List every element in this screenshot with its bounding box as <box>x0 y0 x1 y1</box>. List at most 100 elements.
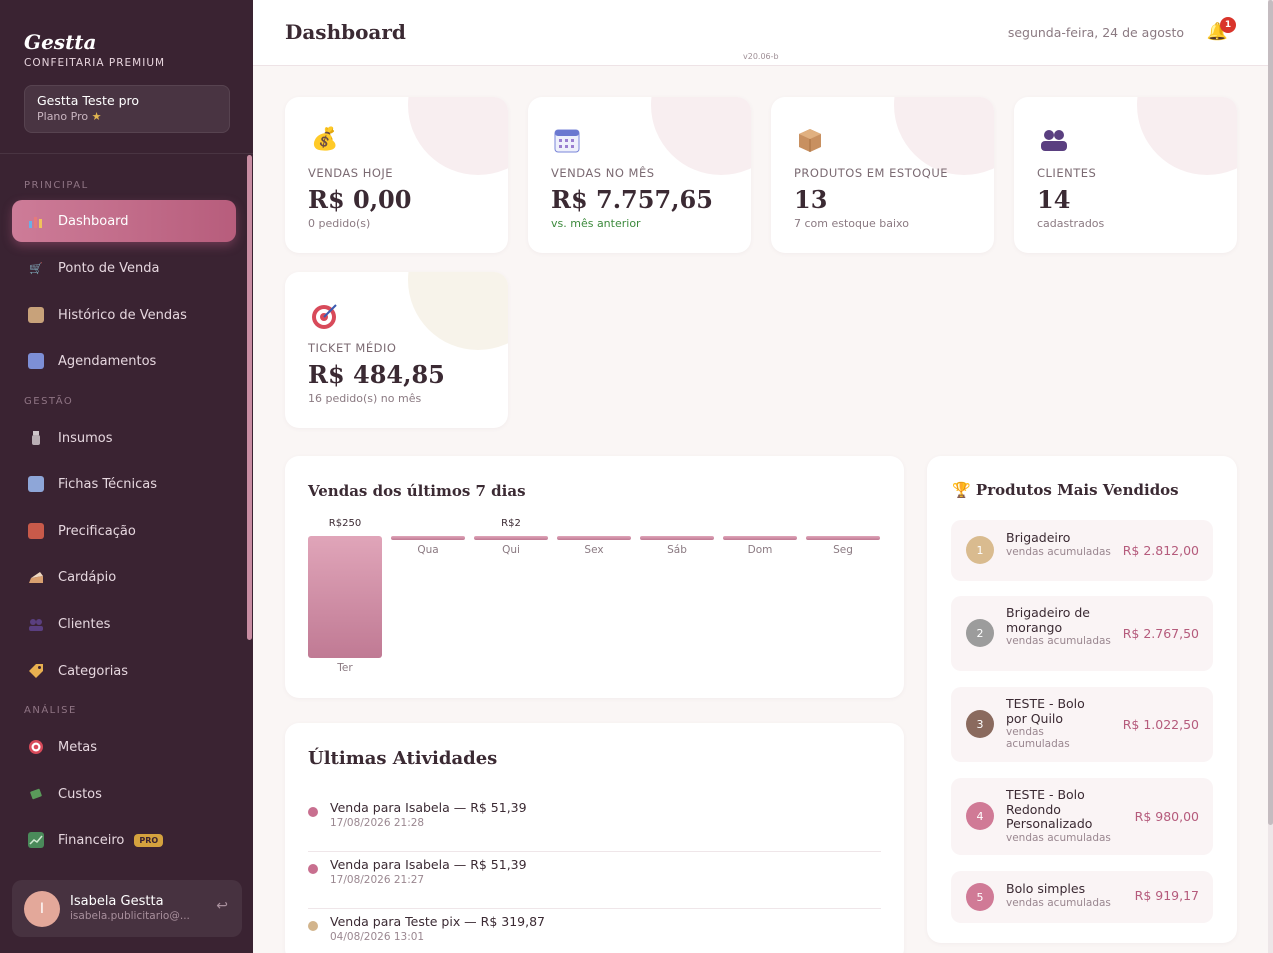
activity-dot <box>308 807 318 817</box>
stat-sub: cadastrados <box>1037 217 1105 230</box>
cake-icon <box>28 569 44 585</box>
chart-bar[interactable] <box>723 536 797 540</box>
top-product-item[interactable]: 4 TESTE - Bolo Redondo Personalizado vend… <box>951 778 1213 855</box>
logout-icon[interactable]: ↩ <box>216 898 228 914</box>
top-product-item[interactable]: 1 Brigadeiro vendas acumuladas R$ 2.812,0… <box>951 520 1213 581</box>
chart-title: Vendas dos últimos 7 dias <box>308 482 526 500</box>
chart-category-label: Seg <box>833 544 853 556</box>
activity-text: Venda para Isabela — R$ 51,39 <box>330 857 527 872</box>
sidebar-item-metas[interactable]: Metas <box>12 726 236 768</box>
chart-bar[interactable] <box>806 536 880 540</box>
activity-item[interactable]: Venda para Teste pix — R$ 319,87 04/08/2… <box>308 909 881 953</box>
chart-value-label: R$250 <box>328 518 362 529</box>
account-plan: Plano Pro ★ <box>37 110 102 123</box>
user-email: isabela.publicitario@... <box>70 910 190 922</box>
section-label-gestao: GESTÃO <box>24 396 74 407</box>
rank-badge: 5 <box>966 883 994 911</box>
sidebar-item-label: Histórico de Vendas <box>58 307 187 323</box>
rank-badge: 1 <box>966 536 994 564</box>
activity-item[interactable]: Venda para Isabela — R$ 51,39 17/08/2026… <box>308 852 881 909</box>
rank-badge: 2 <box>966 619 994 647</box>
chart-bar[interactable] <box>557 536 631 540</box>
sidebar-item-fichas-tecnicas[interactable]: Fichas Técnicas <box>12 463 236 505</box>
header: Dashboard v20.06-b segunda-feira, 24 de … <box>253 0 1268 66</box>
sidebar-item-label: Cardápio <box>58 569 117 585</box>
sidebar-item-precificacao[interactable]: Precificação <box>12 510 236 552</box>
sidebar-item-agendamentos[interactable]: Agendamentos <box>12 340 236 382</box>
stat-value: R$ 0,00 <box>308 185 412 214</box>
stat-value: 13 <box>794 185 828 214</box>
brand[interactable]: Gestta CONFEITARIA PREMIUM <box>24 30 165 69</box>
stat-sub: 0 pedido(s) <box>308 217 371 230</box>
abacus-icon <box>28 523 44 539</box>
sidebar-item-ponto-de-venda[interactable]: 🛒 Ponto de Venda <box>12 247 236 289</box>
account-name: Gestta Teste pro <box>37 93 140 108</box>
product-name: Bolo simples vendas acumuladas <box>1006 881 1111 909</box>
version-label: v20.06-b <box>743 52 779 61</box>
cart-icon: 🛒 <box>29 261 43 275</box>
sidebar-item-label: Ponto de Venda <box>58 260 160 276</box>
stat-label: CLIENTES <box>1037 166 1097 180</box>
chart-category-label: Qua <box>417 544 439 556</box>
stat-label: VENDAS HOJE <box>308 166 394 180</box>
brand-name: Gestta <box>24 30 97 54</box>
avatar: I <box>24 891 60 927</box>
pro-badge: PRO <box>134 833 164 847</box>
account-card[interactable]: Gestta Teste pro Plano Pro ★ <box>24 85 230 133</box>
stat-label: PRODUTOS EM ESTOQUE <box>794 166 949 180</box>
sidebar-item-label: Precificação <box>58 523 136 539</box>
top-product-item[interactable]: 3 TESTE - Bolo por Quilo vendas acumulada… <box>951 687 1213 762</box>
package-icon <box>797 127 823 159</box>
sidebar-item-label: Insumos <box>58 430 113 446</box>
target-icon <box>311 302 339 336</box>
sidebar-item-custos[interactable]: Custos <box>12 773 236 815</box>
top-product-item[interactable]: 5 Bolo simples vendas acumuladas R$ 919,1… <box>951 871 1213 923</box>
section-label-analise: ANÁLISE <box>24 705 77 716</box>
sidebar-item-dashboard[interactable]: Dashboard <box>12 200 236 242</box>
activity-item[interactable]: Venda para Isabela — R$ 51,39 17/08/2026… <box>308 795 881 852</box>
activity-dot <box>308 864 318 874</box>
stat-sub: 16 pedido(s) no mês <box>308 392 422 405</box>
product-total: R$ 1.022,50 <box>1122 717 1199 732</box>
activities-card: Últimas Atividades Venda para Isabela — … <box>285 723 904 953</box>
money-wings-icon <box>28 786 44 802</box>
product-total: R$ 980,00 <box>1134 809 1199 824</box>
chart-category-label: Dom <box>747 544 773 556</box>
chart-category-label: Sáb <box>667 544 687 556</box>
top-products-title: 🏆 Produtos Mais Vendidos <box>952 481 1179 499</box>
rank-badge: 3 <box>966 710 994 738</box>
sidebar-item-label: Dashboard <box>58 213 129 229</box>
stat-value: R$ 484,85 <box>308 360 445 389</box>
product-total: R$ 2.812,00 <box>1122 543 1199 558</box>
activity-time: 04/08/2026 13:01 <box>330 931 425 943</box>
activity-time: 17/08/2026 21:27 <box>330 874 425 886</box>
user-box[interactable]: I Isabela Gestta isabela.publicitario@..… <box>12 880 242 937</box>
activity-text: Venda para Isabela — R$ 51,39 <box>330 800 527 815</box>
stat-card-vendas-hoje: 💰 VENDAS HOJE R$ 0,00 0 pedido(s) <box>285 97 508 253</box>
top-product-item[interactable]: 2 Brigadeiro de morango vendas acumuladas… <box>951 596 1213 671</box>
chart-bar[interactable] <box>640 536 714 540</box>
chart-bar[interactable] <box>308 536 382 658</box>
sidebar-item-cardapio[interactable]: Cardápio <box>12 556 236 598</box>
page-title: Dashboard <box>285 20 406 44</box>
notification-badge: 1 <box>1220 17 1236 33</box>
sidebar-scrollbar[interactable] <box>247 155 252 640</box>
stat-value: 14 <box>1037 185 1071 214</box>
users-icon <box>28 616 44 632</box>
stat-sub: 7 com estoque baixo <box>794 217 909 230</box>
product-total: R$ 2.767,50 <box>1122 626 1199 641</box>
sidebar-item-clientes[interactable]: Clientes <box>12 603 236 645</box>
chart-bar[interactable] <box>474 536 548 540</box>
sidebar-item-financeiro[interactable]: Financeiro PRO <box>12 819 236 861</box>
product-name: Brigadeiro vendas acumuladas <box>1006 530 1111 558</box>
brand-subtitle: CONFEITARIA PREMIUM <box>24 57 166 69</box>
sidebar-item-historico-de-vendas[interactable]: Histórico de Vendas <box>12 294 236 336</box>
page-scrollbar[interactable] <box>1268 0 1273 825</box>
sidebar-item-categorias[interactable]: Categorias <box>12 650 236 692</box>
trophy-icon: 🏆 <box>952 481 971 499</box>
stat-sub: vs. mês anterior <box>551 217 641 230</box>
chart-category-label: Qui <box>502 544 520 556</box>
sidebar-item-insumos[interactable]: Insumos <box>12 417 236 459</box>
chart-bar[interactable] <box>391 536 465 540</box>
sidebar-item-label: Custos <box>58 786 102 802</box>
